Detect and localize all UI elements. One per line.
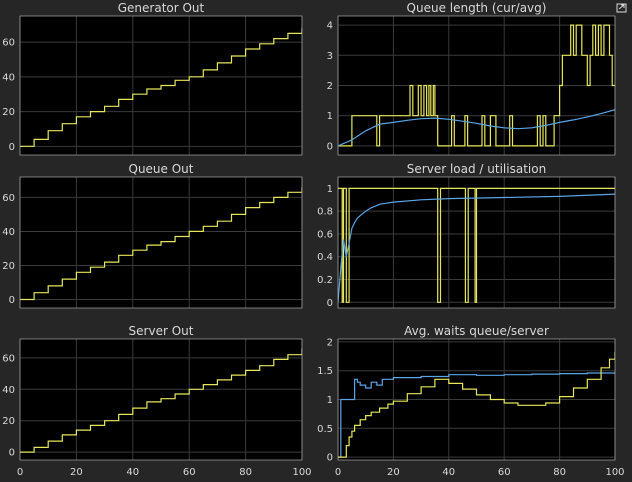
load-frame: [337, 176, 616, 309]
sout-ytick-label: 60: [2, 353, 15, 364]
gen-ytick-label: 0: [9, 142, 15, 153]
qout-title: Queue Out: [129, 162, 194, 176]
sout-xtick-label: 60: [183, 467, 196, 478]
waits-ytick-label: 0: [327, 453, 333, 464]
queue-ytick-label: 3: [327, 51, 333, 62]
load-ytick-label: 1: [327, 184, 333, 195]
sout-xtick-label: 100: [292, 467, 311, 478]
waits-ytick-label: 1: [327, 395, 333, 406]
qout-series-0-line: [20, 187, 302, 301]
gen-panel: 0 20 40 60 Generator Out: [2, 1, 303, 156]
queue-title: Queue length (cur/avg): [407, 1, 547, 15]
waits-xtick-label: 80: [553, 467, 566, 478]
sout-xtick-label: 80: [239, 467, 252, 478]
load-ytick-label: 0.6: [317, 229, 333, 240]
load-panel: 0 0.2 0.4 0.6 0.8 1 Server load / utilisation: [317, 162, 616, 309]
sout-panel: 0 20 40 60 0 20 40 60 80 100 Server Out: [2, 324, 311, 478]
waits-title: Avg. waits queue/server: [404, 324, 549, 338]
undock-arrow-icon: [616, 3, 627, 13]
queue-ytick-label: 2: [327, 81, 333, 92]
qout-ytick-label: 0: [9, 295, 15, 306]
sout-frame: [19, 338, 303, 461]
waits-xtick-label: 60: [498, 467, 511, 478]
waits-ytick-label: 1.5: [317, 366, 333, 377]
load-series-0-line: [338, 187, 615, 303]
waits-series-1-line: [338, 352, 615, 458]
queue-ytick-label: 1: [327, 111, 333, 122]
sout-title: Server Out: [129, 324, 194, 338]
load-series-1-line: [338, 193, 615, 303]
waits-ytick-label: 2: [327, 337, 333, 348]
load-ytick-label: 0.4: [317, 252, 333, 263]
load-ytick-label: 0.8: [317, 207, 333, 218]
sout-ytick-label: 20: [2, 416, 15, 427]
undock-icon[interactable]: [616, 0, 628, 13]
qout-ytick-label: 20: [2, 261, 15, 272]
sout-xtick-label: 20: [70, 467, 83, 478]
queue-ytick-label: 0: [327, 141, 333, 152]
queue-panel: 0 1 2 3 4 Queue length (cur/avg): [327, 1, 616, 156]
load-ytick-label: 0: [327, 298, 333, 309]
sout-ytick-label: 0: [9, 448, 15, 459]
queue-series-0-line: [338, 24, 615, 147]
gen-ytick-label: 20: [2, 107, 15, 118]
waits-xtick-label: 40: [442, 467, 455, 478]
waits-xtick-label: 20: [387, 467, 400, 478]
queue-ytick-label: 4: [327, 21, 333, 32]
sout-ytick-label: 40: [2, 385, 15, 396]
sout-xtick-label: 0: [17, 467, 23, 478]
queue-frame: [337, 15, 616, 156]
waits-xtick-label: 100: [605, 467, 624, 478]
load-ytick-label: 0.2: [317, 275, 333, 286]
qout-panel: 0 20 40 60 Queue Out: [2, 162, 303, 309]
gen-frame: [19, 15, 303, 156]
gen-series-0-line: [20, 28, 302, 147]
qout-frame: [19, 176, 303, 309]
qout-ytick-label: 60: [2, 193, 15, 204]
waits-ytick-label: 0.5: [317, 424, 333, 435]
gen-title: Generator Out: [118, 1, 205, 15]
waits-frame: [337, 338, 616, 461]
gen-ytick-label: 60: [2, 38, 15, 49]
sout-series-0-line: [20, 348, 302, 453]
waits-xtick-label: 0: [335, 467, 341, 478]
sout-xtick-label: 40: [126, 467, 139, 478]
gen-ytick-label: 40: [2, 72, 15, 83]
load-title: Server load / utilisation: [407, 162, 546, 176]
qout-ytick-label: 40: [2, 227, 15, 238]
waits-series-0-line: [338, 372, 615, 458]
queue-series-1-line: [338, 109, 615, 147]
